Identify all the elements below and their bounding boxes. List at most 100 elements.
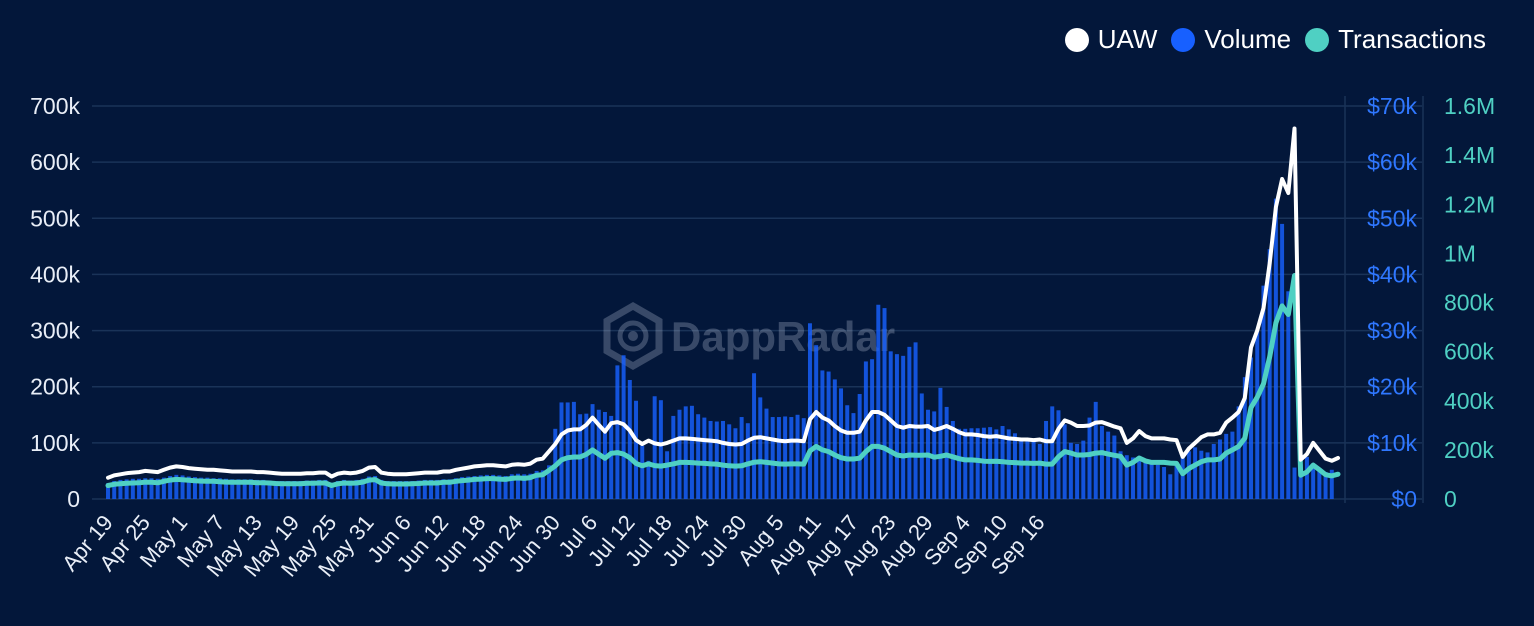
volume-bar: [739, 417, 744, 499]
volume-bar: [1075, 443, 1080, 499]
y-tick-label-volume: $70k: [1367, 93, 1417, 119]
volume-bar: [1193, 447, 1198, 499]
volume-bar: [969, 428, 974, 499]
volume-bar: [640, 445, 645, 499]
volume-bar: [627, 379, 632, 499]
volume-bar: [453, 478, 458, 499]
volume-bar: [404, 481, 409, 499]
volume-bar: [882, 308, 887, 499]
volume-bar: [975, 428, 980, 499]
volume-bar: [963, 428, 968, 499]
volume-bar: [671, 415, 676, 499]
volume-bar: [317, 479, 322, 499]
legend-item-transactions[interactable]: Transactions: [1305, 24, 1486, 55]
volume-bar: [478, 475, 483, 499]
y-tick-label-volume: $60k: [1367, 149, 1417, 175]
volume-bar: [273, 481, 278, 499]
legend-label-uaw: UAW: [1097, 24, 1158, 54]
legend-item-uaw[interactable]: UAW: [1064, 24, 1158, 55]
volume-bar: [410, 481, 415, 499]
volume-bar: [1087, 417, 1092, 499]
volume-bar: [292, 481, 297, 499]
volume-bar: [1211, 443, 1216, 499]
y-tick-label-transactions: 1M: [1444, 240, 1476, 266]
volume-bar: [839, 388, 844, 499]
y-tick-label-transactions: 0: [1444, 486, 1457, 512]
volume-bar: [261, 479, 266, 499]
y-tick-label-volume: $0: [1391, 486, 1417, 512]
watermark: DappRadar: [603, 301, 895, 371]
volume-bar: [397, 481, 402, 499]
volume-bar: [528, 473, 533, 499]
volume-bar: [1081, 440, 1086, 499]
volume-bar: [149, 478, 154, 499]
volume-bar: [1273, 198, 1278, 499]
volume-bar: [248, 479, 253, 499]
volume-bar: [236, 479, 241, 499]
volume-bar: [242, 479, 247, 499]
volume-bar: [137, 478, 142, 499]
volume-bar: [286, 481, 291, 499]
volume-bar: [1255, 330, 1260, 499]
legend-item-volume[interactable]: Volume: [1171, 24, 1291, 55]
grid: [92, 96, 1424, 503]
volume-bar: [832, 379, 837, 499]
volume-bar: [1329, 469, 1334, 499]
volume-bar: [907, 346, 912, 499]
volume-bar: [1224, 433, 1229, 499]
volume-bar: [634, 400, 639, 499]
volume-bar: [335, 481, 340, 499]
legend-dot-volume: [1171, 27, 1196, 52]
volume-bar: [807, 323, 812, 499]
volume-bar: [677, 409, 682, 499]
volume-bar: [857, 394, 862, 499]
volume-bar: [870, 359, 875, 499]
y-tick-label-uaw: 500k: [30, 205, 80, 231]
volume-bar: [1012, 433, 1017, 499]
volume-bar: [1280, 223, 1285, 499]
y-tick-label-uaw: 700k: [30, 93, 80, 119]
volume-bar: [689, 405, 694, 499]
y-tick-label-transactions: 800k: [1444, 290, 1494, 316]
volume-bar: [267, 480, 272, 499]
volume-bar: [1236, 406, 1241, 499]
y-tick-label-transactions: 1.6M: [1444, 93, 1495, 119]
volume-bar: [1155, 464, 1160, 499]
legend-label-volume: Volume: [1204, 24, 1292, 54]
volume-bar: [192, 477, 197, 499]
legend-label-transactions: Transactions: [1338, 24, 1486, 54]
y-tick-label-transactions: 1.2M: [1444, 191, 1495, 217]
volume-bar: [279, 481, 284, 499]
volume-bar: [565, 402, 570, 499]
volume-bar: [1162, 466, 1167, 499]
y-tick-label-transactions: 1.4M: [1444, 142, 1495, 168]
volume-bar: [1323, 472, 1328, 499]
volume-bar: [845, 405, 850, 499]
volume-bar: [1131, 457, 1135, 499]
volume-bar: [1168, 474, 1173, 499]
volume-bar: [1311, 465, 1316, 499]
volume-bar: [820, 370, 825, 499]
volume-bar: [609, 415, 614, 499]
volume-bar: [422, 479, 427, 499]
volume-bar: [708, 420, 713, 499]
volume-bar: [522, 474, 527, 499]
volume-bar: [1093, 401, 1098, 499]
volume-bar: [1199, 450, 1204, 499]
volume-bar: [1180, 456, 1185, 499]
volume-bar: [1137, 459, 1142, 499]
volume-bar: [1292, 467, 1297, 499]
volume-bar: [311, 480, 315, 499]
volume-bar: [1143, 461, 1148, 499]
volume-bar: [460, 477, 465, 499]
volume-bar: [789, 417, 794, 499]
dappradar-logo-icon: [603, 301, 663, 371]
volume-bar: [621, 355, 626, 499]
volume-bar: [180, 475, 185, 499]
y-tick-label-uaw: 400k: [30, 261, 80, 287]
volume-bar: [938, 387, 943, 499]
y-tick-label-uaw: 200k: [30, 374, 80, 400]
volume-bar: [143, 478, 148, 499]
volume-bar: [1261, 285, 1266, 499]
